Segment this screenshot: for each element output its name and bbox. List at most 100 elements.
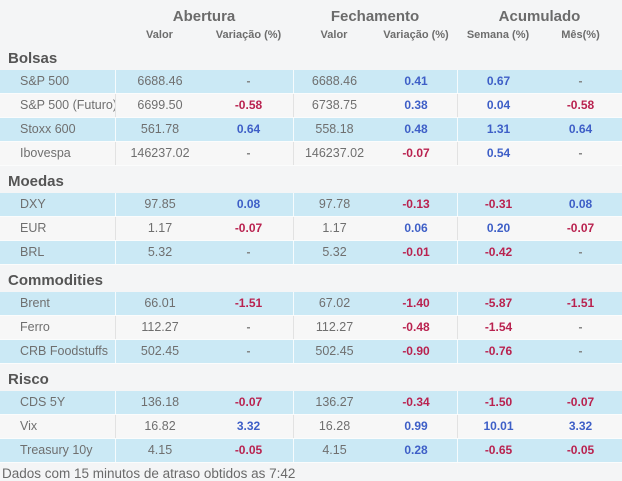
cell-acumulado-semana: -0.65: [457, 439, 539, 462]
cell-abertura-variacao: -0.58: [234, 98, 263, 112]
table-row: Stoxx 600 561.78 0.64 558.18 0.48 1.31 0.64: [0, 118, 622, 142]
cell-abertura-variacao: -0.05: [234, 443, 263, 457]
subheader-abertura-valor: Valor: [146, 28, 173, 41]
cell-abertura-variacao: -: [246, 146, 251, 160]
cell-abertura-valor: 136.18: [115, 391, 204, 414]
cell-abertura-valor: 502.45: [115, 340, 204, 363]
cell-fechamento-valor: 146237.02: [293, 142, 375, 165]
row-label: Ibovespa: [20, 146, 71, 160]
cell-fechamento-variacao: -0.07: [402, 146, 430, 160]
table-row: Ibovespa 146237.02 - 146237.02 -0.07 0.54 -: [0, 142, 622, 166]
section-title: Moedas: [8, 173, 64, 190]
cell-fechamento-valor: 558.18: [293, 118, 375, 141]
table-row: Treasury 10y 4.15 -0.05 4.15 0.28 -0.65 -0.05: [0, 439, 622, 463]
cell-fechamento-valor: 67.02: [293, 292, 375, 315]
cell-fechamento-valor: 112.27: [293, 316, 375, 339]
cell-fechamento-valor: 6688.46: [293, 70, 375, 93]
cell-acumulado-semana: 0.54: [457, 142, 539, 165]
cell-abertura-valor: 561.78: [115, 118, 204, 141]
cell-fechamento-variacao: -1.40: [402, 296, 430, 310]
subheader-fechamento-valor: Valor: [320, 28, 348, 41]
group-header-acumulado: Acumulado: [498, 7, 581, 25]
cell-fechamento-valor: 1.17: [293, 217, 375, 240]
row-label: Vix: [20, 419, 38, 433]
cell-acumulado-semana: 0.67: [457, 70, 539, 93]
cell-abertura-variacao: -0.07: [234, 395, 263, 409]
cell-fechamento-variacao: 0.06: [404, 221, 428, 235]
cell-fechamento-variacao: 0.38: [404, 98, 428, 112]
cell-abertura-variacao: 3.32: [236, 419, 261, 433]
cell-abertura-variacao: -: [246, 245, 251, 259]
table-row: Ferro 112.27 - 112.27 -0.48 -1.54 -: [0, 316, 622, 340]
cell-abertura-valor: 4.15: [115, 439, 204, 462]
cell-fechamento-valor: 136.27: [293, 391, 375, 414]
cell-fechamento-variacao: 0.48: [404, 122, 428, 136]
cell-acumulado-mes: -: [578, 344, 583, 358]
group-header-row: Abertura Fechamento Acumulado: [0, 6, 622, 26]
table-row: S&P 500 (Futuro) 6699.50 -0.58 6738.75 0.38 0…: [0, 94, 622, 118]
section-title: Bolsas: [8, 50, 58, 67]
cell-acumulado-mes: 0.08: [568, 197, 593, 211]
subheader-fechamento-variacao: Variação (%): [383, 28, 449, 41]
cell-acumulado-semana: 0.20: [457, 217, 539, 240]
cell-acumulado-mes: -: [578, 320, 583, 334]
row-label: S&P 500: [20, 74, 70, 88]
cell-acumulado-mes: -: [578, 74, 583, 88]
row-label: S&P 500 (Futuro): [20, 98, 115, 112]
cell-acumulado-mes: 0.64: [568, 122, 593, 136]
cell-acumulado-semana: 0.04: [457, 94, 539, 117]
footer-status-text: Dados com 15 minutos de atraso obtidos a…: [2, 466, 296, 481]
table-row: CRB Foodstuffs 502.45 - 502.45 -0.90 -0.76 -: [0, 340, 622, 364]
cell-abertura-valor: 97.85: [115, 193, 204, 216]
row-label: CRB Foodstuffs: [20, 344, 109, 358]
subheader-acumulado-mes: Mês(%): [561, 28, 600, 41]
group-header-abertura: Abertura: [172, 7, 236, 25]
cell-abertura-variacao: 0.08: [236, 197, 261, 211]
cell-acumulado-semana: 10.01: [457, 415, 539, 438]
table-row: Vix 16.82 3.32 16.28 0.99 10.01 3.32: [0, 415, 622, 439]
table-row: S&P 500 6688.46 - 6688.46 0.41 0.67 -: [0, 70, 622, 94]
cell-abertura-valor: 16.82: [115, 415, 204, 438]
cell-abertura-valor: 66.01: [115, 292, 204, 315]
cell-abertura-variacao: -: [246, 320, 251, 334]
cell-fechamento-valor: 97.78: [293, 193, 375, 216]
subheader-acumulado-semana: Semana (%): [466, 28, 530, 41]
cell-abertura-valor: 112.27: [115, 316, 204, 339]
cell-acumulado-mes: 3.32: [568, 419, 593, 433]
cell-fechamento-valor: 502.45: [293, 340, 375, 363]
row-label: Stoxx 600: [20, 122, 76, 136]
cell-abertura-variacao: -: [246, 74, 251, 88]
cell-abertura-variacao: -1.51: [234, 296, 263, 310]
cell-acumulado-semana: -0.42: [457, 241, 539, 264]
cell-acumulado-mes: -1.51: [566, 296, 595, 310]
row-label: CDS 5Y: [20, 395, 66, 409]
cell-fechamento-valor: 6738.75: [293, 94, 375, 117]
row-label: Ferro: [20, 320, 50, 334]
cell-acumulado-mes: -0.07: [566, 221, 595, 235]
table-row: BRL 5.32 - 5.32 -0.01 -0.42 -: [0, 241, 622, 265]
cell-fechamento-variacao: 0.28: [404, 443, 428, 457]
cell-fechamento-variacao: -0.13: [402, 197, 430, 211]
cell-acumulado-semana: -0.76: [457, 340, 539, 363]
subheader-row: Valor Variação (%) Valor Variação (%) Se…: [0, 26, 622, 43]
cell-acumulado-semana: 1.31: [457, 118, 539, 141]
cell-abertura-valor: 5.32: [115, 241, 204, 264]
row-label: Treasury 10y: [20, 443, 93, 457]
row-label: BRL: [20, 245, 45, 259]
cell-abertura-valor: 6688.46: [115, 70, 204, 93]
cell-fechamento-variacao: 0.99: [404, 419, 428, 433]
cell-fechamento-variacao: -0.01: [402, 245, 430, 259]
subheader-abertura-variacao: Variação (%): [215, 28, 282, 41]
cell-abertura-valor: 1.17: [115, 217, 204, 240]
cell-abertura-variacao: -0.07: [234, 221, 263, 235]
cell-fechamento-valor: 5.32: [293, 241, 375, 264]
row-label: DXY: [20, 197, 46, 211]
group-header-fechamento: Fechamento: [330, 7, 420, 25]
cell-acumulado-semana: -5.87: [457, 292, 539, 315]
row-label: EUR: [20, 221, 47, 235]
cell-acumulado-mes: -: [578, 245, 583, 259]
cell-acumulado-mes: -0.05: [566, 443, 595, 457]
cell-acumulado-semana: -0.31: [457, 193, 539, 216]
cell-fechamento-valor: 4.15: [293, 439, 375, 462]
section-title: Commodities: [8, 272, 104, 289]
